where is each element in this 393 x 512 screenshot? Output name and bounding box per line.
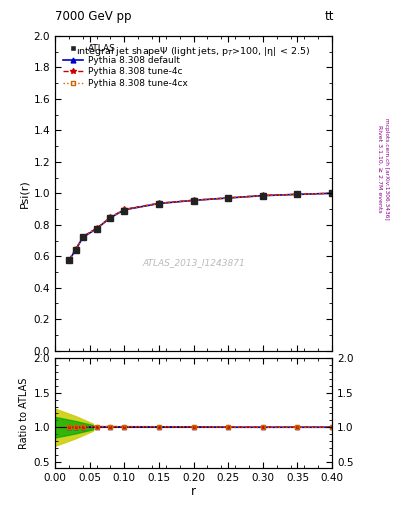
Text: Integral jet shapeΨ (light jets, p$_T$>100, |η| < 2.5): Integral jet shapeΨ (light jets, p$_T$>1…: [77, 45, 310, 58]
Legend: ATLAS, Pythia 8.308 default, Pythia 8.308 tune-4c, Pythia 8.308 tune-4cx: ATLAS, Pythia 8.308 default, Pythia 8.30…: [59, 40, 191, 92]
Text: mcplots.cern.ch [arXiv:1306.3436]: mcplots.cern.ch [arXiv:1306.3436]: [384, 118, 389, 220]
Text: ATLAS_2013_I1243871: ATLAS_2013_I1243871: [142, 258, 245, 267]
Y-axis label: Psi(r): Psi(r): [19, 179, 29, 208]
Text: tt: tt: [324, 10, 334, 23]
X-axis label: r: r: [191, 485, 196, 498]
Text: 7000 GeV pp: 7000 GeV pp: [55, 10, 132, 23]
Text: Rivet 3.1.10, ≥ 2.7M events: Rivet 3.1.10, ≥ 2.7M events: [377, 125, 382, 213]
Y-axis label: Ratio to ATLAS: Ratio to ATLAS: [19, 378, 29, 449]
